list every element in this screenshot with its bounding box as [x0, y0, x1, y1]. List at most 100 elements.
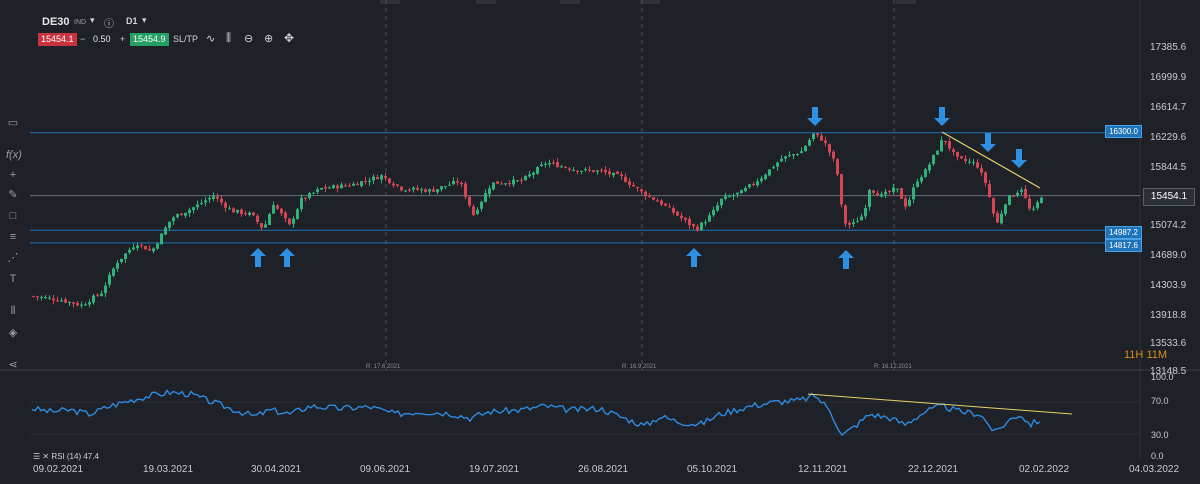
candle-body: [548, 162, 551, 165]
candle-body: [716, 205, 719, 211]
volume-field[interactable]: 0.50: [93, 34, 111, 44]
timeframe-dropdown-icon[interactable]: ▾: [142, 15, 147, 25]
candle-body: [620, 174, 623, 177]
price-axis-label: 14303.9: [1150, 280, 1187, 291]
candle-body: [624, 176, 627, 183]
candle-body: [196, 204, 199, 208]
date-axis-label: 30.04.2021: [251, 464, 302, 475]
candle-body: [208, 197, 211, 200]
candle-body: [224, 202, 227, 208]
candle-body: [552, 162, 555, 164]
candle-body: [44, 297, 47, 299]
candle-body: [1004, 204, 1007, 214]
top-strip-mark: [476, 0, 496, 4]
level-tag-14987[interactable]: 14987.2: [1105, 226, 1142, 239]
candle-body: [592, 170, 595, 173]
candle-body: [132, 247, 135, 250]
arrow-shape: [934, 107, 950, 126]
candle-body: [952, 149, 955, 152]
candle-body: [504, 183, 507, 185]
rectangle-icon[interactable]: □: [9, 210, 17, 222]
candle-body: [56, 300, 59, 302]
candle-body: [988, 183, 991, 198]
date-axis-label: 09.06.2021: [360, 464, 411, 475]
layers-icon[interactable]: ◈: [8, 327, 18, 339]
candle-body: [320, 187, 323, 190]
indicators-icon[interactable]: ⫴: [10, 305, 16, 317]
candle-body: [944, 140, 947, 143]
sltp-button[interactable]: SL/TP: [173, 34, 199, 44]
candle-body: [176, 214, 179, 218]
up-arrow-icon: [686, 248, 702, 267]
symbol-dropdown-icon[interactable]: ▾: [90, 15, 95, 25]
candle-body: [976, 162, 979, 168]
candle-body: [212, 196, 215, 199]
rsi-settings-icon[interactable]: ☰ ✕: [33, 452, 52, 461]
candle-body: [240, 209, 243, 215]
candle-body: [336, 185, 339, 189]
level-tag-14817[interactable]: 14817.6: [1105, 239, 1142, 252]
candlestick-icon[interactable]: ⫼: [226, 32, 232, 44]
chart-type-icon[interactable]: ▭: [7, 117, 19, 129]
candle-body: [1020, 189, 1023, 192]
candle-body: [232, 208, 235, 213]
crosshair-icon[interactable]: +: [9, 169, 17, 181]
timeframe-select[interactable]: D1: [126, 16, 138, 26]
candle-body: [420, 189, 423, 191]
candle-body: [180, 213, 183, 216]
line-chart-icon[interactable]: ∿: [206, 33, 216, 45]
candle-body: [228, 208, 231, 210]
rsi-axis-0: 0.0: [1151, 451, 1164, 461]
candle-body: [184, 212, 187, 216]
text-icon[interactable]: T: [9, 273, 17, 285]
candle-body: [876, 193, 879, 196]
down-arrow-icon: [1011, 149, 1027, 168]
fx-icon[interactable]: f(x): [6, 149, 22, 161]
candle-body: [656, 200, 659, 202]
candle-body: [992, 198, 995, 214]
top-strip-mark: [560, 0, 580, 4]
fibonacci-icon[interactable]: ≡: [9, 231, 17, 243]
candle-body: [452, 181, 455, 185]
price-axis-label: 16999.9: [1150, 72, 1187, 83]
zoom-out-icon[interactable]: ⊖: [244, 33, 254, 45]
down-arrow-icon: [807, 107, 823, 126]
candle-body: [688, 218, 691, 226]
arrow-shape: [838, 250, 854, 269]
rsi-legend[interactable]: ☰ ✕ RSI (14) 47.4: [33, 452, 99, 461]
candle-body: [148, 248, 151, 251]
date-axis-label: 12.11.2021: [798, 464, 848, 475]
candle-body: [964, 158, 967, 162]
candle-body: [784, 156, 787, 159]
decrease-volume-button[interactable]: −: [80, 34, 86, 44]
rsi-axis-30: 30.0: [1151, 430, 1169, 440]
candle-body: [724, 196, 727, 199]
candle-body: [168, 221, 171, 228]
candle-body: [528, 174, 531, 177]
candle-body: [404, 190, 407, 192]
price-axis-label: 17385.6: [1150, 42, 1187, 53]
info-icon[interactable]: ⓘ: [104, 19, 114, 30]
candle-body: [740, 190, 743, 194]
pattern-icon[interactable]: ⋰: [7, 252, 19, 264]
candle-body: [324, 187, 327, 189]
share-icon[interactable]: ⋖: [8, 359, 18, 371]
candle-body: [580, 170, 583, 172]
candle-body: [156, 243, 159, 249]
candle-body: [844, 205, 847, 224]
level-tag-16300[interactable]: 16300.0: [1105, 125, 1142, 138]
pencil-icon[interactable]: ✎: [8, 189, 18, 201]
candle-body: [140, 244, 143, 246]
candle-body: [120, 258, 123, 263]
sell-price-button[interactable]: 15454.1: [38, 33, 77, 46]
candle-body: [544, 163, 547, 165]
zoom-in-icon[interactable]: ⊕: [264, 33, 274, 45]
symbol-name[interactable]: DE30: [42, 16, 70, 28]
price-axis-label: 14689.0: [1150, 250, 1187, 261]
candle-body: [260, 223, 263, 228]
increase-volume-button[interactable]: +: [120, 34, 126, 44]
candle-body: [996, 212, 999, 223]
move-icon[interactable]: ✥: [284, 31, 295, 45]
buy-price-button[interactable]: 15454.9: [130, 33, 169, 46]
